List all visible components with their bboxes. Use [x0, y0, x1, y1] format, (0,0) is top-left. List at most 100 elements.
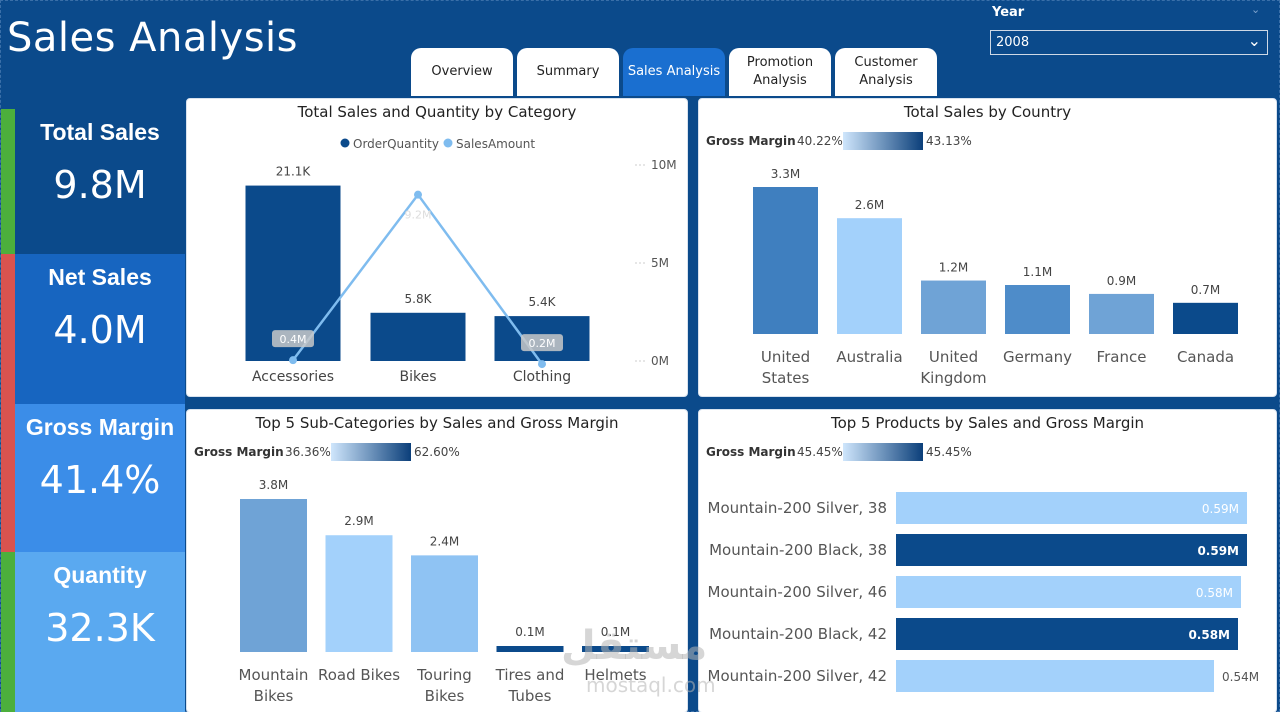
gradient-legend-label: Gross Margin	[706, 445, 796, 459]
line-point-salesamount	[289, 356, 297, 365]
tab-summary[interactable]: Summary	[517, 48, 619, 96]
legend-marker-salesamount	[443, 138, 453, 148]
year-dropdown[interactable]: 2008 ⌄	[990, 30, 1268, 55]
bar-product	[896, 534, 1247, 566]
x-tick-label: Mountain	[239, 666, 309, 684]
kpi-value: 41.4%	[39, 458, 161, 502]
bar-product	[896, 492, 1247, 524]
legend-item-salesamount: SalesAmount	[456, 137, 535, 151]
x-tick-label: Kingdom	[920, 369, 986, 387]
bar-data-label: 2.4M	[430, 534, 459, 548]
tab-overview[interactable]: Overview	[411, 48, 513, 96]
x-tick-label: Helmets	[584, 666, 646, 684]
y-tick-label: Mountain-200 Silver, 38	[708, 499, 887, 517]
kpi-card-total-sales: Total Sales 9.8M	[1, 109, 185, 254]
x-tick-label: Road Bikes	[318, 666, 400, 684]
year-selected-value: 2008	[996, 35, 1030, 50]
page-title: Sales Analysis	[7, 15, 298, 61]
x-tick-label: United	[929, 348, 978, 366]
chevron-up-icon[interactable]: ⌄	[1251, 3, 1261, 16]
gradient-legend-bar	[331, 443, 411, 461]
bar-data-label: 0.1M	[515, 625, 544, 639]
kpi-label: Quantity	[53, 562, 147, 588]
bar-data-label: 0.59M	[1197, 544, 1239, 558]
tab-promotion-analysis[interactable]: Promotion Analysis	[729, 48, 831, 96]
bar-data-label: 3.3M	[771, 167, 800, 181]
bar-data-label: 5.4K	[529, 295, 557, 309]
y-tick-label: Mountain-200 Black, 42	[709, 625, 887, 643]
y-tick-label: Mountain-200 Black, 38	[709, 541, 887, 559]
bar-orderquantity	[370, 312, 466, 361]
x-tick-label: Tubes	[508, 687, 552, 705]
y2-tick-label: 10M	[651, 158, 677, 172]
line-data-label-box	[521, 334, 563, 352]
bar-data-label: 0.54M	[1222, 670, 1259, 684]
bar-data-label: 2.6M	[855, 198, 884, 212]
line-data-label: 0.2M	[529, 337, 556, 350]
gradient-legend-min: 36.36%	[285, 445, 331, 459]
year-slicer-label: Year	[992, 5, 1025, 20]
y2-tick-label: 5M	[651, 256, 669, 270]
y-tick-label: Mountain-200 Silver, 46	[708, 583, 887, 601]
kpi-stripe	[1, 254, 15, 404]
kpi-stripe	[1, 552, 15, 712]
line-point-salesamount	[538, 360, 546, 369]
bar-data-label: 0.9M	[1107, 274, 1136, 288]
y-tick-label: Mountain-200 Silver, 42	[708, 667, 887, 685]
gradient-legend-bar	[843, 443, 923, 461]
tab-sales-analysis[interactable]: Sales Analysis	[623, 48, 725, 96]
kpi-value: 9.8M	[53, 163, 147, 207]
bar-country	[837, 218, 902, 334]
line-data-label: 0.4M	[280, 333, 307, 346]
gradient-legend-max: 45.45%	[926, 445, 972, 459]
x-tick-label: France	[1097, 348, 1147, 366]
bar-data-label: 3.8M	[259, 478, 288, 492]
bar-data-label: 0.58M	[1196, 586, 1233, 600]
bar-country	[1005, 285, 1070, 334]
kpi-card-gross-margin: Gross Margin 41.4%	[1, 404, 185, 552]
chevron-down-icon: ⌄	[1247, 31, 1261, 50]
gradient-legend-label: Gross Margin	[194, 445, 284, 459]
line-point-salesamount	[414, 190, 422, 199]
subcategory-chart: Gross Margin 36.36% 62.60% 3.8M Mountain Bike…	[194, 443, 649, 705]
x-tick-label: Touring	[416, 666, 472, 684]
bar-product	[896, 618, 1238, 650]
category-chart: OrderQuantity SalesAmount 10M 5M 0M 21.1K Acce…	[245, 137, 677, 385]
gradient-legend-max: 43.13%	[926, 134, 972, 148]
bar-data-label: 1.2M	[939, 261, 968, 275]
gradient-legend-min: 45.45%	[797, 445, 843, 459]
bar-product	[896, 576, 1241, 608]
bar-product	[896, 660, 1214, 692]
legend-marker-orderquantity	[340, 138, 350, 148]
products-chart: Gross Margin 45.45% 45.45%Mountain-200 Sil…	[706, 443, 1259, 692]
bar-data-label: 0.59M	[1202, 502, 1239, 516]
x-tick-label: Tires and	[495, 666, 565, 684]
bar-data-label: 0.7M	[1191, 283, 1220, 297]
legend-item-orderquantity: OrderQuantity	[353, 137, 439, 151]
kpi-label: Total Sales	[40, 119, 160, 145]
line-data-label-box	[272, 330, 314, 348]
kpi-stripe	[1, 109, 15, 254]
chart-title: Top 5 Sub-Categories by Sales and Gross …	[255, 414, 619, 432]
bar-data-label: 1.1M	[1023, 265, 1052, 279]
bar-subcategory	[411, 555, 478, 652]
watermark-logo: مستقل	[561, 623, 708, 669]
y2-tick-label: 0M	[651, 354, 669, 368]
kpi-card-net-sales: Net Sales 4.0M	[1, 254, 185, 404]
gradient-legend-max: 62.60%	[414, 445, 460, 459]
bar-country	[921, 280, 986, 334]
gradient-legend-bar	[843, 132, 923, 150]
x-tick-label: Bikes	[399, 369, 436, 385]
x-tick-label: Bikes	[254, 687, 294, 705]
bar-data-label: 0.58M	[1188, 628, 1230, 642]
subcategory-chart-panel: Top 5 Sub-Categories by Sales and Gross …	[186, 409, 688, 712]
bar-subcategory	[582, 646, 649, 652]
bar-country	[753, 187, 818, 334]
tab-customer-analysis[interactable]: Customer Analysis	[835, 48, 937, 96]
bar-country	[1173, 302, 1238, 334]
x-tick-label: States	[762, 369, 810, 387]
x-tick-label: United	[761, 348, 810, 366]
bar-data-label: 0.1M	[601, 625, 630, 639]
bar-data-label: 21.1K	[276, 165, 312, 179]
bar-subcategory	[325, 535, 393, 652]
